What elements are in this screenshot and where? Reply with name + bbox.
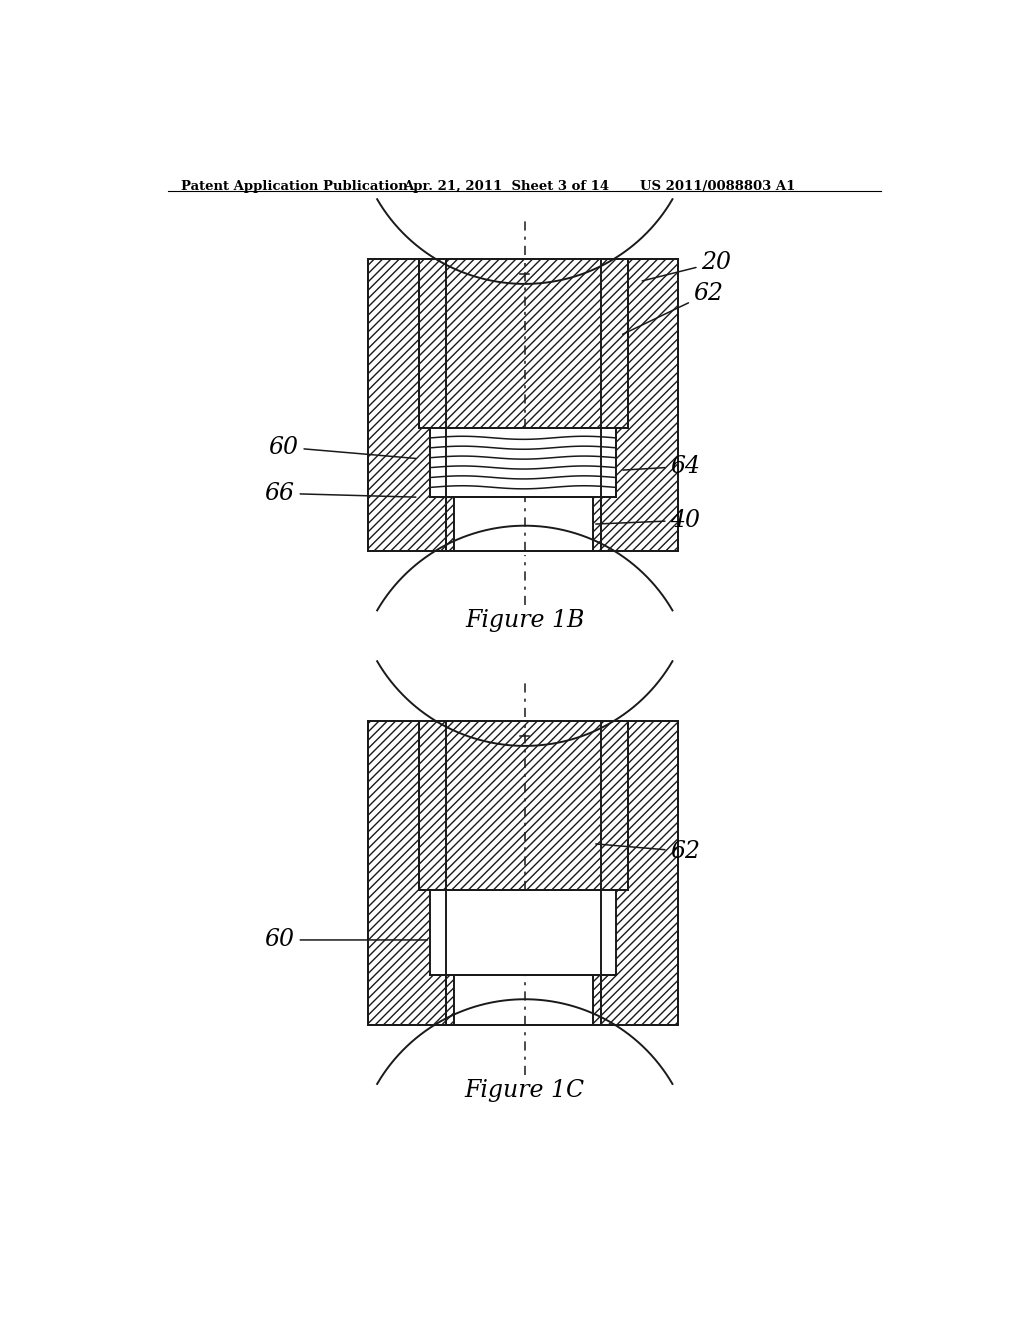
- Text: 62: 62: [596, 840, 700, 863]
- Text: 40: 40: [596, 508, 700, 532]
- Text: 60: 60: [268, 436, 416, 458]
- Text: Patent Application Publication: Patent Application Publication: [180, 180, 408, 193]
- Bar: [419, 721, 628, 890]
- Bar: [369, 721, 445, 1024]
- Bar: [430, 890, 616, 974]
- Text: 60: 60: [264, 928, 427, 952]
- Bar: [419, 259, 628, 428]
- Text: Figure 1B: Figure 1B: [465, 609, 585, 632]
- Text: 66: 66: [264, 482, 416, 504]
- Bar: [601, 259, 678, 552]
- Bar: [601, 721, 678, 1024]
- Text: 20: 20: [642, 251, 731, 281]
- Bar: [454, 974, 593, 1024]
- Bar: [593, 498, 601, 552]
- Bar: [593, 974, 601, 1024]
- Bar: [430, 428, 616, 498]
- Bar: [445, 498, 454, 552]
- Bar: [454, 498, 593, 552]
- Text: Apr. 21, 2011  Sheet 3 of 14: Apr. 21, 2011 Sheet 3 of 14: [403, 180, 609, 193]
- Bar: [445, 721, 601, 1024]
- Bar: [369, 259, 445, 552]
- Bar: [445, 259, 601, 552]
- Bar: [419, 259, 628, 428]
- Bar: [445, 974, 454, 1024]
- Text: Figure 1C: Figure 1C: [465, 1078, 585, 1102]
- Text: 64: 64: [623, 455, 700, 478]
- Text: US 2011/0088803 A1: US 2011/0088803 A1: [640, 180, 795, 193]
- Text: 62: 62: [623, 281, 724, 334]
- Bar: [419, 721, 628, 890]
